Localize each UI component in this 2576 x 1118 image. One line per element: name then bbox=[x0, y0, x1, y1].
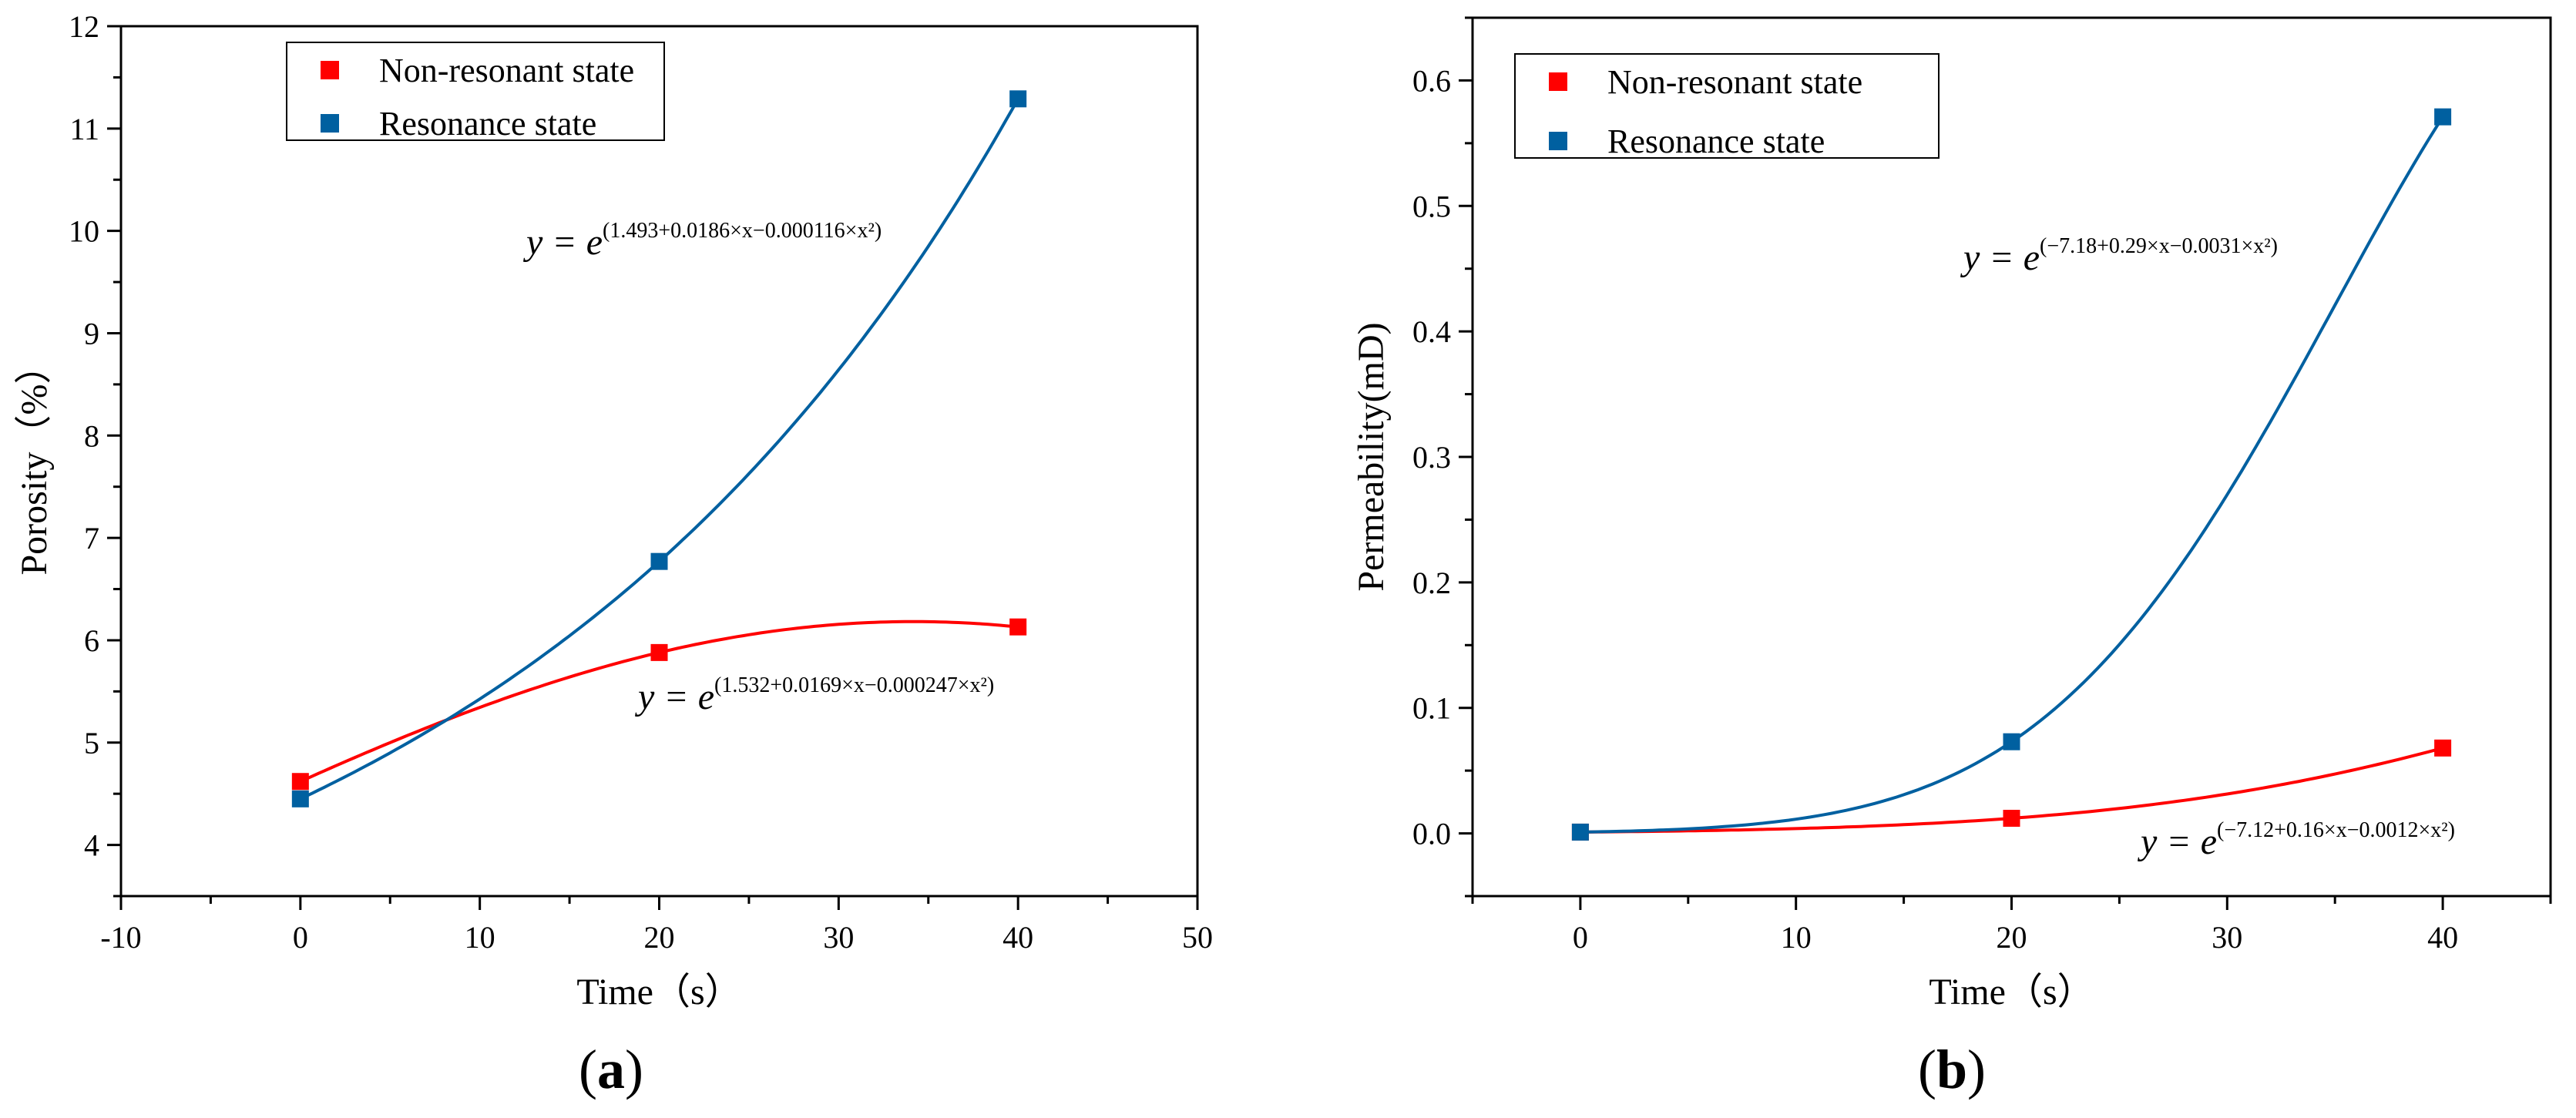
panel-a-x-tick-label: 40 bbox=[1003, 920, 1033, 955]
panel-b-x-tick-label: 30 bbox=[2212, 920, 2242, 955]
panel-a-y-tick-label: 10 bbox=[69, 214, 99, 249]
panel-b-resonance-state-point bbox=[2434, 108, 2452, 126]
panel-a-x-tick-label: 10 bbox=[465, 920, 495, 955]
panel-a-x-axis-title: Time（s） bbox=[576, 972, 741, 1012]
panel-a-y-tick-label: 12 bbox=[69, 9, 99, 44]
panel-a-y-tick-label: 11 bbox=[69, 112, 99, 146]
panel-a-x-tick-label: 50 bbox=[1182, 920, 1213, 955]
panel-a-y-axis-title: Porosity（%） bbox=[14, 347, 55, 575]
panel-a-legend-marker bbox=[321, 114, 339, 133]
panel-b-x-tick-label: 40 bbox=[2427, 920, 2458, 955]
panel-b-legend-marker bbox=[1549, 72, 1567, 91]
panel-a-y-tick-label: 9 bbox=[84, 316, 99, 351]
panel-b-non-resonant-state-equation: y = e(−7.12+0.16×x−0.0012×x²) bbox=[2137, 818, 2455, 862]
panel-a-y-tick-label: 4 bbox=[84, 828, 99, 863]
panel-a-non-resonant-state-equation: y = e(1.532+0.0169×x−0.000247×x²) bbox=[634, 673, 994, 717]
panel-b-x-tick-label: 20 bbox=[1997, 920, 2027, 955]
panel-b-permeability-chart: 0 10 20 30 40 0.0 0.1 0.2 0.3 0.4 0.5 0.6 Time（s） Per… bbox=[1351, 16, 2552, 1100]
panel-a-x-tick-label: 0 bbox=[293, 920, 308, 955]
panel-b-legend-label: Resonance state bbox=[1607, 123, 1825, 160]
panel-a-porosity-chart: -10 0 10 20 30 40 50 4 5 6 7 8 9 10 11 12 Time（s） Porosit… bbox=[14, 9, 1213, 1100]
panel-b-resonance-state-fit-curve bbox=[1580, 116, 2444, 834]
panel-b-y-axis-title: Permeability(mD) bbox=[1351, 322, 1392, 591]
panel-b-resonance-state-point bbox=[2003, 733, 2020, 750]
panel-b-x-tick-label: 10 bbox=[1781, 920, 1812, 955]
panel-a-non-resonant-state-point bbox=[1009, 618, 1027, 636]
panel-b-resonance-state-equation: y = e(−7.18+0.29×x−0.0031×x²) bbox=[1960, 234, 2278, 278]
panel-b-y-tick-label: 0.3 bbox=[1412, 440, 1451, 475]
panel-b-legend-label: Non-resonant state bbox=[1607, 63, 1862, 101]
panel-a-resonance-state-equation: y = e(1.493+0.0186×x−0.000116×x²) bbox=[522, 219, 882, 263]
panel-b-legend-box bbox=[1514, 53, 1940, 159]
panel-a-non-resonant-state-point bbox=[650, 643, 668, 661]
panel-b-x-tick-label: 0 bbox=[1573, 920, 1588, 955]
panel-a-resonance-state-point bbox=[291, 790, 309, 807]
panel-b-non-resonant-state-point bbox=[2434, 739, 2452, 757]
panel-a-x-tick-label: -10 bbox=[100, 920, 141, 955]
panel-a-plot-frame bbox=[119, 25, 1199, 898]
panel-b-y-tick-label: 0.2 bbox=[1412, 566, 1451, 600]
panel-a-panel-label: (a) bbox=[579, 1039, 643, 1100]
panel-a-x-tick-label: 20 bbox=[644, 920, 675, 955]
panel-b-legend: Non-resonant state Resonance state bbox=[1514, 53, 1940, 160]
panel-b-resonance-state-point bbox=[1571, 823, 1589, 841]
panel-a-resonance-state-point bbox=[650, 552, 668, 570]
panel-b-y-tick-label: 0.6 bbox=[1412, 63, 1451, 98]
panel-a-x-tick-label: 30 bbox=[823, 920, 854, 955]
panel-a-legend-marker bbox=[321, 61, 339, 79]
panel-b-y-tick-label: 0.5 bbox=[1412, 189, 1451, 223]
panel-b-y-tick-label: 0.1 bbox=[1412, 691, 1451, 726]
panel-a-legend: Non-resonant state Resonance state bbox=[286, 42, 665, 143]
panel-a-y-tick-label: 7 bbox=[84, 521, 99, 556]
panel-b-x-axis-title: Time（s） bbox=[1929, 972, 2094, 1012]
panel-b-legend-marker bbox=[1549, 132, 1567, 150]
panel-a-y-tick-label: 6 bbox=[84, 623, 99, 658]
panel-a-legend-label: Resonance state bbox=[379, 105, 596, 143]
panel-a-non-resonant-state-point bbox=[291, 773, 309, 791]
panel-a-resonance-state-point bbox=[1009, 90, 1027, 108]
panel-a-y-tick-label: 8 bbox=[84, 418, 99, 453]
panel-b-y-tick-label: 0.0 bbox=[1412, 817, 1451, 851]
panel-b-non-resonant-state-point bbox=[2003, 810, 2020, 828]
panel-b-y-tick-label: 0.4 bbox=[1412, 314, 1451, 349]
panel-a-y-tick-label: 5 bbox=[84, 726, 99, 760]
panel-a-legend-box bbox=[286, 42, 665, 141]
panel-a-legend-label: Non-resonant state bbox=[379, 52, 634, 89]
panel-b-panel-label: (b) bbox=[1918, 1039, 1986, 1100]
